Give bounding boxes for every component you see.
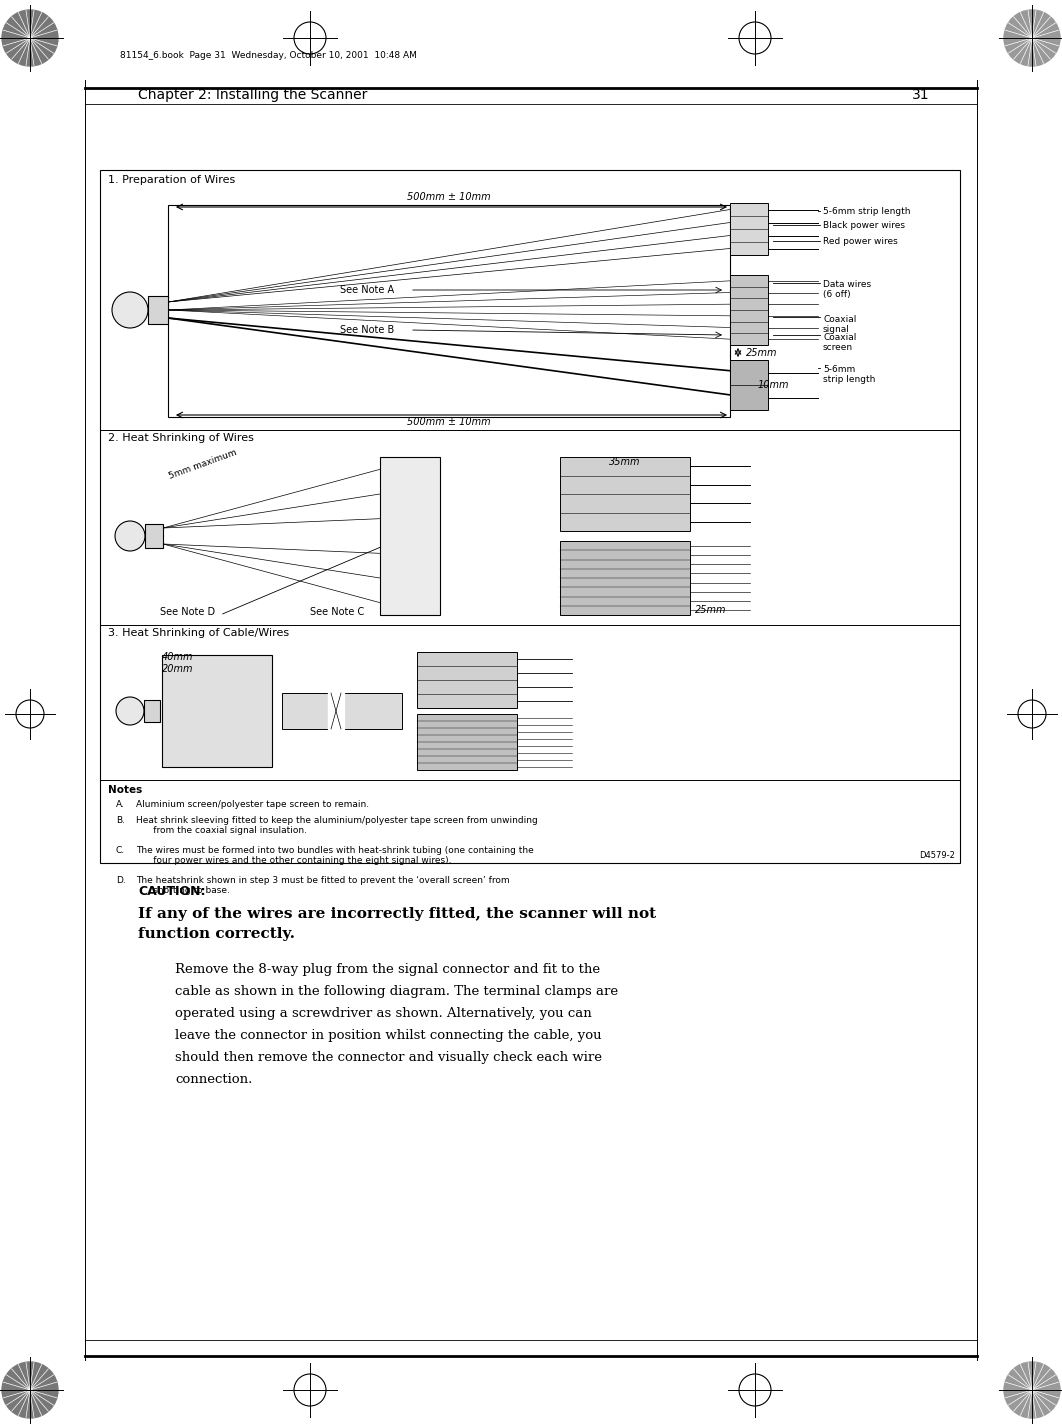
Text: See Note D: See Note D [160,607,216,617]
Text: operated using a screwdriver as shown. Alternatively, you can: operated using a screwdriver as shown. A… [175,1007,592,1020]
Text: leave the connector in position whilst connecting the cable, you: leave the connector in position whilst c… [175,1030,602,1042]
Circle shape [112,291,148,328]
Text: B.: B. [116,815,125,825]
Text: D.: D. [116,875,125,885]
Bar [145,524,162,548]
Circle shape [1004,10,1060,66]
Text: 5mm maximum: 5mm maximum [168,447,238,480]
Bar [380,457,440,615]
Text: See Note A: See Note A [340,286,394,296]
Polygon shape [328,693,344,730]
Text: The wires must be formed into two bundles with heat-shrink tubing (one containin: The wires must be formed into two bundle… [136,845,534,865]
Bar [417,653,517,708]
Text: Black power wires: Black power wires [823,220,905,230]
Circle shape [2,1362,58,1418]
Text: Heat shrink sleeving fitted to keep the aluminium/polyester tape screen from unw: Heat shrink sleeving fitted to keep the … [136,815,537,835]
Text: See Note C: See Note C [310,607,364,617]
Text: Remove the 8-way plug from the signal connector and fit to the: Remove the 8-way plug from the signal co… [175,962,600,975]
Bar [100,170,960,863]
Text: If any of the wires are incorrectly fitted, the scanner will not: If any of the wires are incorrectly fitt… [138,907,656,921]
Text: The heatshrink shown in step 3 must be fitted to prevent the ‘overall screen’ fr: The heatshrink shown in step 3 must be f… [136,875,510,895]
Text: connection.: connection. [175,1072,253,1087]
Text: Coaxial
screen: Coaxial screen [823,333,856,353]
Text: 500mm ± 10mm: 500mm ± 10mm [407,417,491,427]
Text: cable as shown in the following diagram. The terminal clamps are: cable as shown in the following diagram.… [175,985,618,998]
Bar [730,203,768,256]
Bar [560,457,690,531]
Circle shape [1004,1362,1060,1418]
Text: function correctly.: function correctly. [138,927,295,941]
Circle shape [116,697,144,725]
Circle shape [115,521,145,551]
Bar [162,655,272,767]
Text: 35mm: 35mm [610,457,640,467]
Text: 10mm: 10mm [758,380,789,390]
Text: CAUTION:: CAUTION: [138,885,206,898]
Text: Notes: Notes [108,785,142,795]
Text: should then remove the connector and visually check each wire: should then remove the connector and vis… [175,1051,602,1064]
Text: Red power wires: Red power wires [823,237,897,246]
Bar [730,276,768,346]
Text: C.: C. [116,845,125,855]
Text: 1. Preparation of Wires: 1. Preparation of Wires [108,176,236,186]
Text: 20mm: 20mm [162,664,193,674]
Bar [144,700,160,723]
Text: 40mm: 40mm [162,653,193,663]
Bar [168,206,730,417]
Text: Coaxial
signal: Coaxial signal [823,316,856,334]
Text: Aluminium screen/polyester tape screen to remain.: Aluminium screen/polyester tape screen t… [136,800,370,810]
Text: See Note B: See Note B [340,326,394,336]
Text: 3. Heat Shrinking of Cable/Wires: 3. Heat Shrinking of Cable/Wires [108,628,289,638]
Text: D4579-2: D4579-2 [919,851,955,860]
Text: 25mm: 25mm [695,605,726,615]
Text: 500mm ± 10mm: 500mm ± 10mm [407,191,491,201]
Text: A.: A. [116,800,125,810]
Bar [417,714,517,770]
Text: Chapter 2: Installing the Scanner: Chapter 2: Installing the Scanner [138,89,367,101]
Text: 31: 31 [912,89,930,101]
Bar [282,693,402,730]
Bar [148,296,168,324]
Text: 2. Heat Shrinking of Wires: 2. Heat Shrinking of Wires [108,433,254,443]
Circle shape [2,10,58,66]
Text: 81154_6.book  Page 31  Wednesday, October 10, 2001  10:48 AM: 81154_6.book Page 31 Wednesday, October … [120,50,417,60]
Bar [730,360,768,410]
Text: 5-6mm strip length: 5-6mm strip length [823,207,910,216]
Text: Data wires
(6 off): Data wires (6 off) [823,280,871,300]
Text: 25mm: 25mm [746,347,777,357]
Bar [560,541,690,615]
Text: 5-6mm
strip length: 5-6mm strip length [823,366,875,384]
